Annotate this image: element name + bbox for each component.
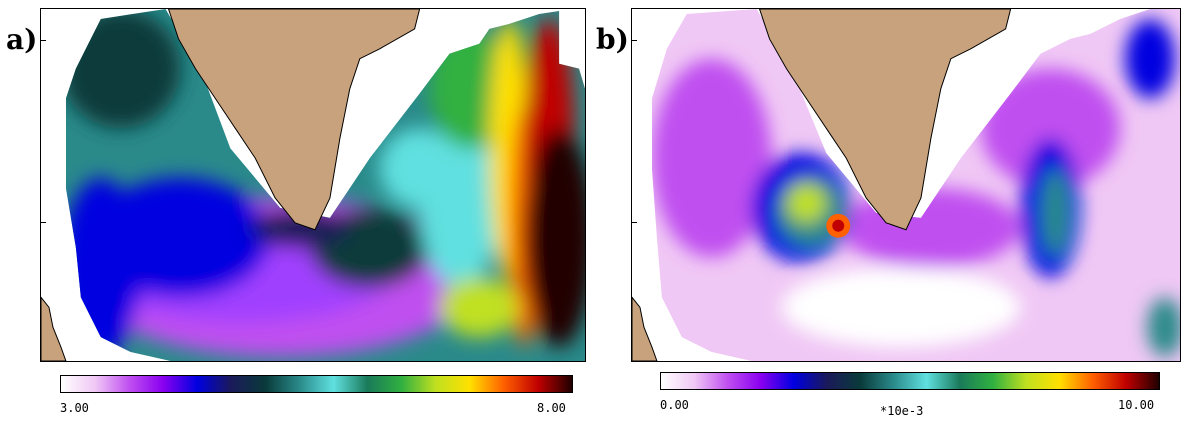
map-b-ytick-top — [631, 40, 637, 41]
ocean-field-b — [651, 9, 1180, 361]
landmass-india-a — [168, 9, 421, 231]
colorbar-b-max: 10.00 — [1118, 398, 1155, 412]
colorbar-b-scale: *10e-3 — [880, 404, 924, 418]
landmass-africa-b — [632, 296, 658, 361]
landmass-india-b — [759, 9, 1012, 231]
panel-a-label: a) — [6, 23, 38, 56]
map-panel-b — [631, 8, 1181, 362]
colorbar-b-min: 0.00 — [660, 398, 689, 412]
map-a-ytick-mid — [40, 222, 46, 223]
map-b-ytick-mid — [631, 222, 637, 223]
colorbar-b — [660, 372, 1160, 390]
map-a-ytick-top — [40, 40, 46, 41]
colorbar-a — [60, 375, 573, 393]
colorbar-a-max: 8.00 — [537, 401, 566, 415]
map-panel-a — [40, 8, 586, 362]
panel-b-label: b) — [596, 23, 629, 56]
map-a-svg — [41, 9, 585, 361]
colorbar-a-min: 3.00 — [60, 401, 89, 415]
landmass-africa-a — [41, 296, 67, 361]
map-b-svg — [632, 9, 1180, 361]
